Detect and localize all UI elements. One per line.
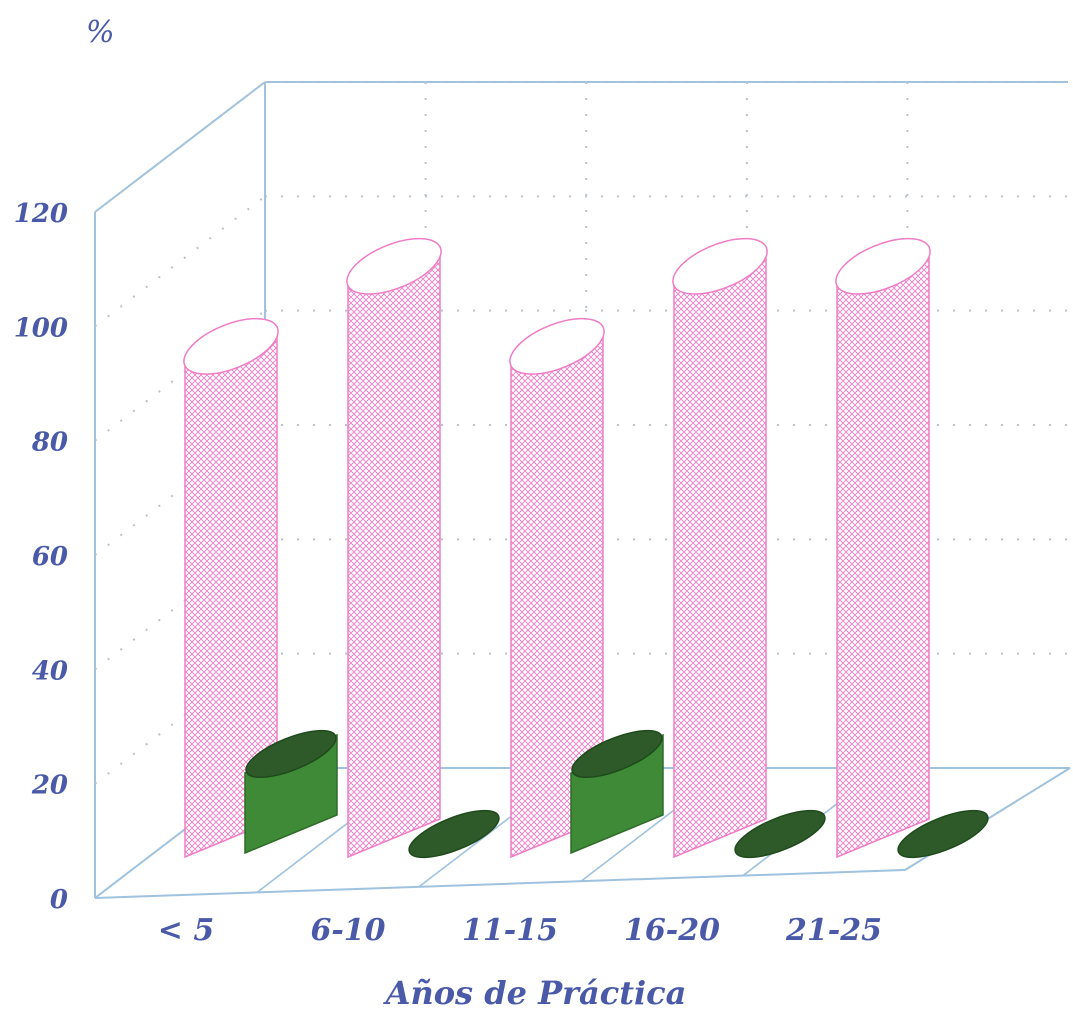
y-tick-label: 0 xyxy=(50,885,68,915)
x-tick-label: 6-10 xyxy=(310,913,385,948)
bar-series-1 xyxy=(672,237,768,859)
y-tick-label: 20 xyxy=(31,771,68,801)
bar-top xyxy=(571,729,663,779)
x-tick-label: 16-20 xyxy=(624,913,720,948)
bar-series-1 xyxy=(346,237,442,859)
bar-top xyxy=(346,237,442,295)
y-tick-label: 40 xyxy=(32,656,68,686)
grid-lines xyxy=(94,81,1068,785)
x-tick-label: 21-25 xyxy=(785,913,882,948)
left-wall-top-edge xyxy=(94,81,266,213)
x-tick-label: < 5 xyxy=(158,913,214,948)
grid-line-left xyxy=(94,195,266,328)
bar-top xyxy=(183,317,279,375)
bar-body xyxy=(347,246,441,859)
bar-top xyxy=(509,317,605,375)
bar-body xyxy=(836,246,930,859)
y-tick-label: 60 xyxy=(32,542,68,572)
bars xyxy=(183,237,989,859)
bar-series-1 xyxy=(835,237,931,859)
bar-top xyxy=(835,237,931,295)
y-axis-label: % xyxy=(86,15,115,50)
x-tick-label: 11-15 xyxy=(462,913,558,948)
bar-top xyxy=(734,809,826,859)
x-axis-label: Años de Práctica xyxy=(383,974,687,1012)
bar-series-1 xyxy=(509,317,605,859)
y-tick-label: 80 xyxy=(31,428,68,458)
bar-top xyxy=(408,809,500,859)
bar-series-2 xyxy=(734,809,826,859)
bar-top xyxy=(245,729,337,779)
floor-front-edge xyxy=(94,869,906,899)
y-tick-label: 120 xyxy=(14,199,68,229)
bar-top xyxy=(897,809,989,859)
y-tick-labels: 0 20 40 60 80 100 120 xyxy=(14,199,68,915)
bar-series-2 xyxy=(408,809,500,859)
bar-series-2 xyxy=(570,729,664,855)
bar-series-2 xyxy=(244,729,338,855)
y-tick-label: 100 xyxy=(14,313,68,343)
bar-body xyxy=(673,246,767,859)
x-tick-labels: < 5 6-10 11-15 16-20 21-25 xyxy=(158,913,882,948)
bar-series-2 xyxy=(897,809,989,859)
bar-top xyxy=(672,237,768,295)
